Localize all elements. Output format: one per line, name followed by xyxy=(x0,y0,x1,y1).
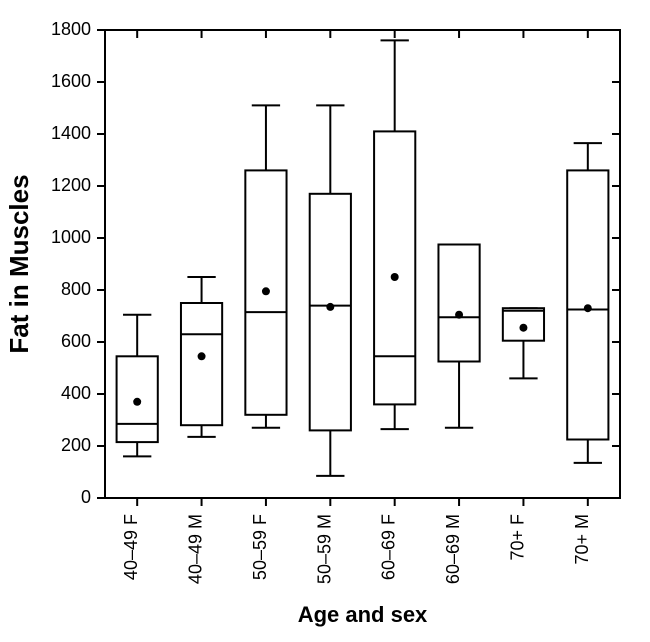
y-axis-label: Fat in Muscles xyxy=(4,174,34,353)
y-tick-label: 200 xyxy=(61,435,91,455)
x-tick-label: 60–69 M xyxy=(443,514,463,584)
boxplot-svg: 0 200 400 600 800 1000 1200 1400 1600 1800 40–49 F… xyxy=(0,0,650,642)
y-tick-label: 1000 xyxy=(51,227,91,247)
x-axis-label: Age and sex xyxy=(298,602,428,627)
x-tick-label: 50–59 F xyxy=(250,514,270,580)
mean-marker xyxy=(326,303,334,311)
x-tick-label: 60–69 F xyxy=(379,514,399,580)
mean-marker xyxy=(584,304,592,312)
x-tick-label: 70+ M xyxy=(572,514,592,565)
y-tick-label: 1200 xyxy=(51,175,91,195)
x-tick-label: 40–49 F xyxy=(121,514,141,580)
y-tick-label: 1600 xyxy=(51,71,91,91)
box xyxy=(310,194,351,431)
mean-marker xyxy=(455,311,463,319)
box xyxy=(181,303,222,425)
x-tick-label: 40–49 M xyxy=(186,514,206,584)
mean-marker xyxy=(391,273,399,281)
y-tick-label: 400 xyxy=(61,383,91,403)
y-tick-label: 0 xyxy=(81,487,91,507)
mean-marker xyxy=(133,398,141,406)
y-tick-label: 600 xyxy=(61,331,91,351)
mean-marker xyxy=(198,352,206,360)
y-tick-label: 800 xyxy=(61,279,91,299)
x-tick-label: 70+ F xyxy=(507,514,527,561)
mean-marker xyxy=(262,287,270,295)
x-tick-label: 50–59 M xyxy=(314,514,334,584)
plot-area xyxy=(105,30,620,498)
boxplot-chart: 0 200 400 600 800 1000 1200 1400 1600 1800 40–49 F… xyxy=(0,0,650,642)
y-tick-label: 1400 xyxy=(51,123,91,143)
box xyxy=(438,245,479,362)
box xyxy=(374,131,415,404)
mean-marker xyxy=(519,324,527,332)
y-tick-label: 1800 xyxy=(51,19,91,39)
